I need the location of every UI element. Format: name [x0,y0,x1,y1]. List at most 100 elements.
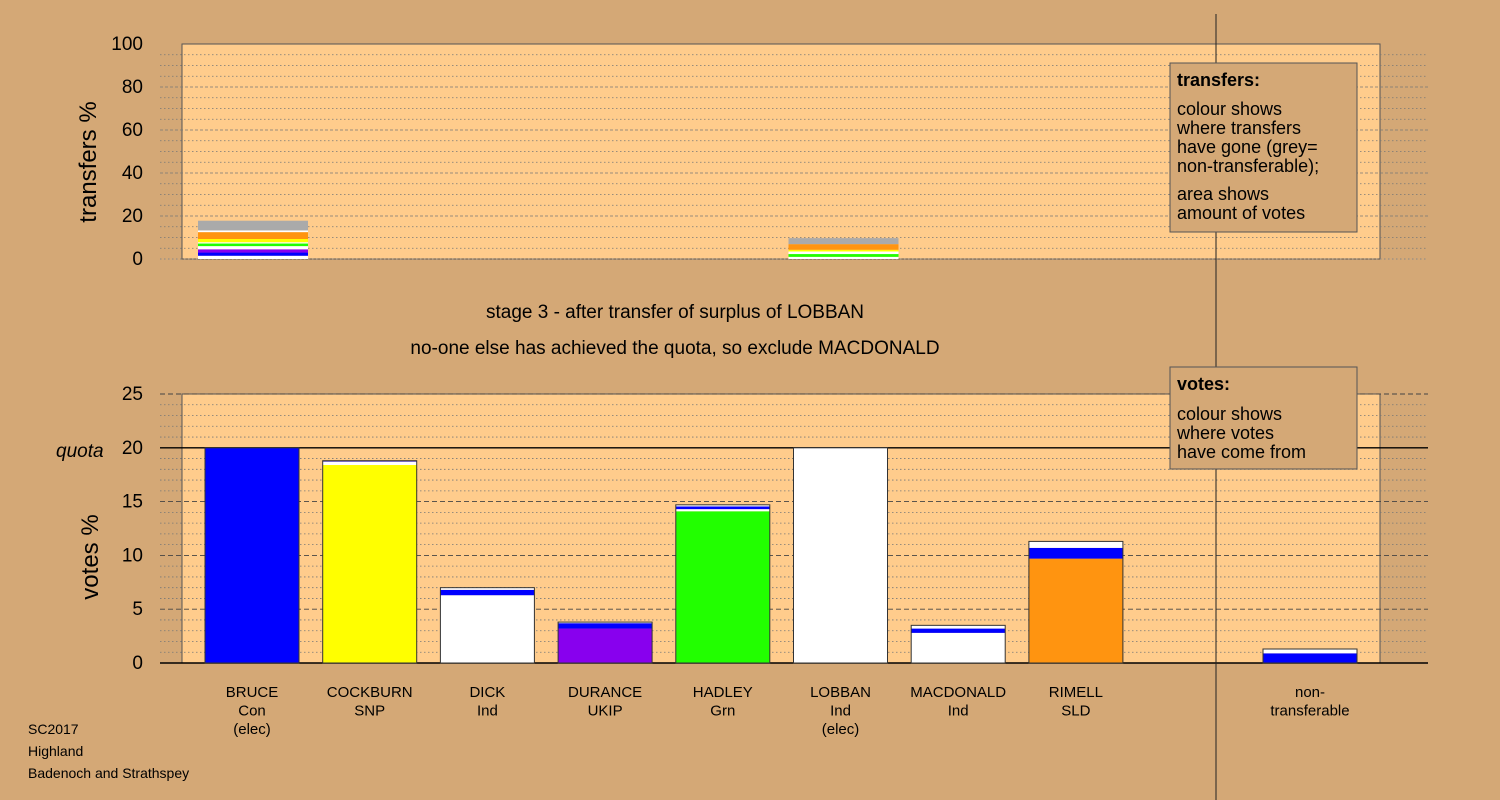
votes-legend-heading: votes: [1177,374,1230,394]
candidate-label-line: SNP [354,703,385,720]
vote-bar-outline [675,504,771,664]
vote-segment [1263,653,1357,663]
votes-panel: 0 5 10 15 20 25 BRUCE Con (elec) COCKBURN SNP DICK… [56,384,1428,738]
candidate-label-line: Grn [710,703,735,720]
transfer-segment [788,238,899,245]
candidate-label-line: Con [238,703,266,720]
transfers-legend-line: non-transferable); [1177,156,1319,176]
candidate-label-line: Ind [948,703,969,720]
transfer-segment [198,230,308,233]
vote-segment [911,628,1006,633]
votes-y-ticks: 0 5 10 15 20 25 [122,384,143,674]
votes-legend-line: where votes [1176,423,1274,443]
transfer-segment [788,256,899,259]
transfer-segment [198,246,308,250]
transfer-segment [198,232,308,240]
footer-election: SC2017 [28,721,79,737]
votes-y-tick-label: 20 [122,438,143,459]
votes-legend-box [1169,366,1358,470]
votes-y-tick-label: 5 [132,599,143,620]
candidate-label-line: Ind [830,703,851,720]
vote-segment [440,587,535,590]
vote-bar-outline [557,621,653,664]
vote-segment [1028,558,1123,663]
votes-legend: votes: colour shows where votes have com… [1169,366,1358,470]
vote-segment [322,461,417,462]
candidate-label-line: RIMELL [1049,684,1103,701]
transfer-segment [198,255,308,259]
candidate-label-line: SLD [1061,703,1090,720]
vote-segment [205,447,299,663]
stage-title: stage 3 - after transfer of surplus of L… [486,302,864,323]
vote-segment [558,628,653,663]
candidate-label-line: BRUCE [226,684,279,701]
candidate-label-line: DURANCE [568,684,642,701]
candidate-label-line: DICK [469,684,505,701]
votes-bars [204,447,1358,664]
vote-bar-outline [322,460,418,664]
transfers-legend-line: colour shows [1177,99,1282,119]
vote-segment [322,461,417,466]
candidate-label-line: UKIP [588,703,623,720]
transfer-segment [198,243,308,247]
vote-bar-outline [439,587,535,664]
transfer-segment [198,252,308,256]
candidate-label-line: LOBBAN [810,684,871,701]
vote-segment [675,504,770,507]
transfers-y-tick-label: 100 [111,34,143,55]
transfers-legend: transfers: colour shows where transfers … [1169,62,1358,233]
vote-segment [558,622,653,624]
vote-segment [1263,649,1357,654]
vote-segment [558,623,653,629]
vote-segment [440,595,535,663]
vote-bar-outline [204,447,300,664]
transfer-segment [788,254,899,257]
votes-legend-line: have come from [1177,442,1306,462]
footer-ward: Badenoch and Strathspey [28,765,189,781]
votes-y-tick-label: 10 [122,545,143,566]
transfers-bars [198,220,899,259]
vote-segment [1028,541,1123,548]
vote-segment [675,509,770,512]
votes-y-tick-label: 0 [132,653,143,674]
vote-segment [675,511,770,663]
candidate-label-line: HADLEY [693,684,753,701]
vote-segment [322,465,417,663]
transfers-legend-box [1169,62,1358,233]
transfer-segment [788,244,899,250]
vote-bar-outline [910,624,1006,664]
votes-y-tick-label: 15 [122,492,143,513]
candidate-label-line: Ind [477,703,498,720]
transfers-legend-line: where transfers [1176,118,1301,138]
votes-y-tick-label: 25 [122,384,143,405]
transfer-segment [198,242,308,244]
vote-segment [793,447,888,663]
transfers-legend-line: amount of votes [1177,203,1305,223]
candidate-label-line: COCKBURN [327,684,413,701]
transfers-legend-heading: transfers: [1177,70,1260,90]
vote-segment [1028,547,1123,559]
transfers-y-tick-label: 40 [122,163,143,184]
vote-segment [911,625,1006,629]
transfer-segment [198,249,308,253]
transfer-segment [788,251,899,255]
candidate-label-line: (elec) [822,721,860,738]
candidate-label-line: MACDONALD [910,684,1006,701]
transfers-y-tick-label: 80 [122,77,143,98]
quota-label: quota [56,441,104,462]
transfer-segment [198,239,308,243]
footer-council: Highland [28,743,83,759]
stage-subtitle: no-one else has achieved the quota, so e… [410,338,939,359]
candidate-labels: BRUCE Con (elec) COCKBURN SNP DICK Ind DURANCE U… [226,684,1350,738]
transfers-y-tick-label: 60 [122,120,143,141]
transfers-legend-line: have gone (grey= [1177,137,1318,157]
vote-segment [675,506,770,510]
vote-segment [911,632,1006,663]
candidate-label-line: transferable [1270,703,1349,720]
transfers-y-ticks: 0 20 40 60 80 100 [111,34,143,270]
transfers-y-tick-label: 0 [132,249,143,270]
transfer-segment [788,249,899,252]
votes-y-axis-label: votes % [77,514,104,599]
transfers-y-tick-label: 20 [122,206,143,227]
